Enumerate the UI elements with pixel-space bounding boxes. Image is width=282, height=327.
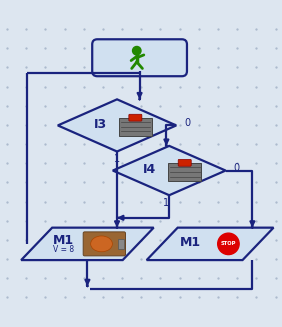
Text: STOP: STOP xyxy=(221,241,236,246)
Circle shape xyxy=(133,46,141,55)
Text: 0: 0 xyxy=(234,163,240,173)
Text: M1: M1 xyxy=(180,236,201,249)
FancyBboxPatch shape xyxy=(83,232,125,256)
FancyBboxPatch shape xyxy=(118,239,124,249)
Polygon shape xyxy=(21,228,154,260)
Polygon shape xyxy=(58,99,176,151)
FancyBboxPatch shape xyxy=(129,114,142,121)
Text: I4: I4 xyxy=(143,163,156,176)
Text: I3: I3 xyxy=(94,117,107,130)
Text: 1: 1 xyxy=(114,154,120,164)
Polygon shape xyxy=(147,228,274,260)
Text: 1: 1 xyxy=(163,198,169,208)
Text: ✶: ✶ xyxy=(140,57,141,58)
Circle shape xyxy=(218,233,239,255)
FancyBboxPatch shape xyxy=(169,163,201,181)
FancyBboxPatch shape xyxy=(178,159,191,166)
Text: V = 8: V = 8 xyxy=(53,245,74,254)
FancyBboxPatch shape xyxy=(92,39,187,76)
Ellipse shape xyxy=(91,236,112,252)
FancyBboxPatch shape xyxy=(119,118,152,136)
Polygon shape xyxy=(113,146,226,195)
Text: M1: M1 xyxy=(53,234,74,247)
Text: 0: 0 xyxy=(184,118,191,128)
